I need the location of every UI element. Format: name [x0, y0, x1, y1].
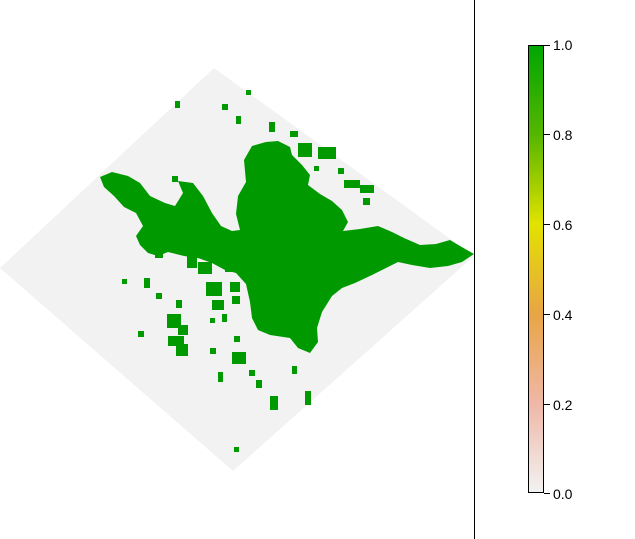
legend-label-08: 0.8: [553, 127, 573, 143]
color-scale-bar: [528, 45, 544, 493]
legend-label-1: 1.0: [553, 37, 573, 53]
legend-tick-08: [544, 134, 550, 135]
legend-tick-1: [544, 45, 550, 46]
legend-label-06: 0.6: [553, 217, 573, 233]
coverage-map: [0, 68, 474, 471]
legend-tick-06: [544, 224, 550, 225]
panel-divider: [474, 0, 475, 539]
legend-label-04: 0.4: [553, 307, 573, 323]
legend-label-02: 0.2: [553, 397, 573, 413]
coverage-area: [100, 90, 474, 452]
legend-tick-02: [544, 404, 550, 405]
legend-tick-0: [544, 493, 550, 494]
legend-label-0: 0.0: [553, 486, 573, 502]
legend-tick-04: [544, 314, 550, 315]
main-landmass: [100, 141, 474, 353]
